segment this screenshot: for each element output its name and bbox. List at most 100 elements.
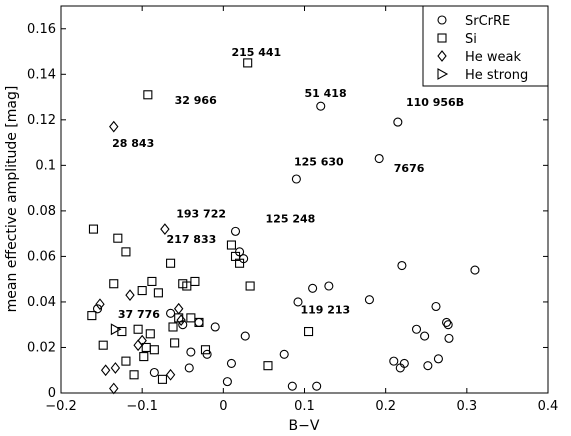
si-point	[194, 317, 204, 327]
x-tick-label: −0.2	[45, 399, 77, 414]
srcrre-point	[166, 308, 176, 318]
srcrre-point	[324, 281, 334, 291]
srcrre-point	[433, 354, 443, 364]
legend-marker	[437, 68, 449, 80]
si-point	[113, 233, 123, 243]
si-point	[121, 356, 131, 366]
srcrre-point	[226, 358, 236, 368]
si-point	[186, 313, 196, 323]
y-axis-label: mean effective amplitude [mag]	[4, 86, 20, 313]
srcrre-point	[230, 226, 241, 236]
si-point	[170, 338, 180, 348]
x-tick-label: 0.4	[538, 399, 559, 414]
legend-marker	[437, 15, 447, 25]
x-axis-label: B−V	[289, 418, 320, 434]
si-point	[243, 58, 253, 68]
si-point	[226, 240, 236, 250]
point-annotation: 51 418	[305, 87, 347, 100]
srcrre-point	[222, 377, 232, 387]
srcrre-point	[202, 349, 212, 359]
point-annotation: 217 833	[167, 233, 217, 246]
x-tick-label: 0.1	[294, 399, 315, 414]
y-tick-label: 0.12	[27, 113, 56, 128]
y-ticks: 0 0.02 0.04 0.06 0.08 0.1 0.12 0.14 0.16	[27, 22, 548, 401]
srcrre-point	[308, 283, 318, 293]
srcrre-point	[291, 174, 301, 184]
srcrre-point	[312, 381, 322, 391]
y-tick-label: 0.06	[27, 249, 56, 264]
srcrre-point	[397, 260, 407, 271]
si-point	[87, 311, 97, 321]
he-weak-point	[176, 314, 186, 327]
he-weak-point	[160, 223, 170, 235]
point-annotation: 37 776	[118, 308, 160, 321]
legend-label: Si	[465, 32, 477, 47]
si-point	[139, 352, 149, 362]
y-tick-label: 0.04	[27, 295, 56, 310]
si-point	[149, 345, 159, 355]
legend-label: He weak	[465, 50, 522, 65]
si-point	[153, 288, 163, 298]
si-point	[98, 340, 108, 350]
annotations: 215 441 32 966 51 418 110 956B 28 843 125 630…	[112, 46, 464, 321]
si-point	[145, 329, 155, 339]
he-weak-point	[95, 298, 105, 311]
srcrre-point	[443, 320, 453, 330]
x-tick-label: 0	[219, 399, 227, 414]
y-tick-label: 0	[48, 386, 56, 401]
legend: SrCrRE Si He weak He strong	[422, 5, 549, 87]
srcrre-point	[470, 265, 480, 275]
srcrre-point	[92, 304, 103, 314]
point-annotation: 28 843	[112, 137, 154, 150]
si-point	[133, 324, 143, 334]
x-tick-label: 0.3	[456, 399, 477, 414]
point-annotation: 32 966	[175, 94, 217, 107]
srcrre-point	[411, 324, 422, 334]
srcrre-point	[364, 295, 374, 305]
srcrre-point	[184, 363, 194, 373]
si-point	[304, 326, 314, 337]
srcrre-point	[431, 301, 441, 312]
he-weak-point	[110, 362, 121, 374]
legend-label: SrCrRE	[465, 14, 510, 29]
point-annotation: 125 248	[266, 212, 316, 225]
si-point	[190, 276, 200, 287]
si-point	[168, 322, 178, 332]
srcrre-point	[393, 117, 403, 127]
srcrre-point	[374, 153, 384, 164]
he-weak-point	[137, 334, 147, 347]
he-weak-point	[165, 368, 176, 381]
y-tick-label: 0.14	[27, 67, 56, 82]
si-point	[109, 279, 119, 289]
si-point	[157, 374, 168, 384]
srcrre-point	[420, 331, 430, 341]
legend-label: He strong	[465, 68, 528, 83]
point-annotation: 215 441	[231, 46, 281, 59]
si-point	[129, 370, 139, 380]
he-weak-point	[125, 289, 135, 301]
point-annotation: 125 630	[294, 155, 344, 168]
srcrre-point	[194, 317, 204, 327]
data-points	[87, 58, 480, 395]
he-strong-point	[110, 323, 122, 336]
si-point	[200, 345, 211, 355]
srcrre-point	[186, 347, 196, 357]
srcrre-point	[399, 358, 409, 368]
y-tick-label: 0.08	[27, 204, 56, 219]
y-tick-label: 0.16	[27, 22, 56, 37]
y-tick-label: 0.02	[27, 340, 56, 355]
he-weak-point	[109, 120, 119, 133]
x-ticks: −0.2 −0.1 0 0.1 0.2 0.3 0.4	[45, 6, 558, 414]
legend-marker	[437, 33, 447, 43]
si-point	[121, 247, 131, 257]
srcrre-point	[389, 356, 399, 366]
point-annotation: 7676	[394, 162, 425, 175]
si-point	[117, 326, 127, 337]
srcrre-point	[293, 297, 303, 307]
point-annotation: 110 956B	[406, 96, 464, 109]
legend-marker	[437, 50, 447, 62]
si-point	[147, 276, 157, 287]
si-point	[143, 90, 153, 100]
si-point	[137, 286, 147, 296]
